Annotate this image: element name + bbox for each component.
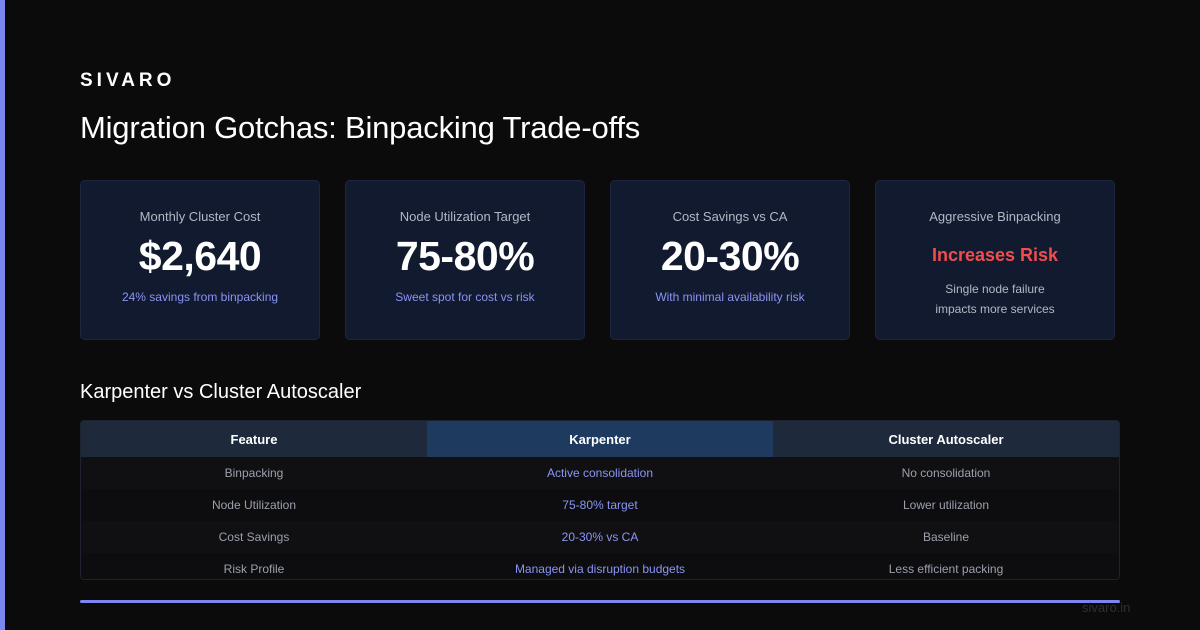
stat-card-aggressive-binpacking: Aggressive Binpacking Increases Risk Sin… <box>875 180 1115 340</box>
comparison-table: Feature Karpenter Cluster Autoscaler Bin… <box>80 420 1120 580</box>
table-cell: Risk Profile <box>223 562 285 576</box>
table-cell: Managed via disruption budgets <box>514 562 686 576</box>
table-cell: Baseline <box>922 530 970 544</box>
table-header: Feature Karpenter Cluster Autoscaler <box>81 421 1119 457</box>
section-title: Karpenter vs Cluster Autoscaler <box>80 381 362 403</box>
stat-card-value: $2,640 <box>138 233 262 279</box>
column-header-feature: Feature <box>81 421 427 457</box>
progress-bar-fill <box>80 600 1120 603</box>
table-cell: Node Utilization <box>211 498 297 512</box>
table-row: Node Utilization 75-80% target Lower uti… <box>81 489 1119 521</box>
table-cell: Binpacking <box>224 466 284 480</box>
column-header-karpenter: Karpenter <box>427 421 773 457</box>
stat-cards: Monthly Cluster Cost $2,640 24% savings … <box>80 180 1116 340</box>
column-header-cluster-autoscaler: Cluster Autoscaler <box>773 421 1119 457</box>
stat-card-label: Node Utilization Target <box>399 209 531 224</box>
accent-bar <box>0 0 5 630</box>
table-cell: Lower utilization <box>902 498 990 512</box>
stat-card-label: Aggressive Binpacking <box>929 209 1061 224</box>
stat-card-value: 20-30% <box>660 233 800 279</box>
stat-card-value: 75-80% <box>395 233 535 279</box>
stat-card-monthly-cost: Monthly Cluster Cost $2,640 24% savings … <box>80 180 320 340</box>
brand-logo: SIVARO <box>80 70 176 91</box>
stat-card-subtext: With minimal availability risk <box>655 290 805 304</box>
stat-card-subtext: Sweet spot for cost vs risk <box>395 290 535 304</box>
footer-url: sivaro.in <box>1082 600 1131 615</box>
stat-card-label: Cost Savings vs CA <box>672 209 788 224</box>
stat-card-cost-savings: Cost Savings vs CA 20-30% With minimal a… <box>610 180 850 340</box>
table-cell: Active consolidation <box>546 466 654 480</box>
stat-card-description: Single node failure impacts more service… <box>876 279 1114 319</box>
table-cell: 75-80% target <box>562 498 638 512</box>
description-line: impacts more services <box>935 302 1055 316</box>
page-title: Migration Gotchas: Binpacking Trade-offs <box>80 110 641 145</box>
table-cell: No consolidation <box>901 466 991 480</box>
progress-bar <box>80 600 1120 603</box>
table-cell: 20-30% vs CA <box>561 530 639 544</box>
description-line: Single node failure <box>945 282 1045 296</box>
table-cell: Less efficient packing <box>888 562 1004 576</box>
table-row: Cost Savings 20-30% vs CA Baseline <box>81 521 1119 553</box>
stat-card-label: Monthly Cluster Cost <box>139 209 261 224</box>
table-row: Binpacking Active consolidation No conso… <box>81 457 1119 489</box>
stat-card-subtext: 24% savings from binpacking <box>121 290 279 304</box>
table-cell: Cost Savings <box>218 530 290 544</box>
table-row: Risk Profile Managed via disruption budg… <box>81 553 1119 579</box>
stat-card-node-utilization: Node Utilization Target 75-80% Sweet spo… <box>345 180 585 340</box>
risk-warning: Increases Risk <box>931 245 1059 265</box>
